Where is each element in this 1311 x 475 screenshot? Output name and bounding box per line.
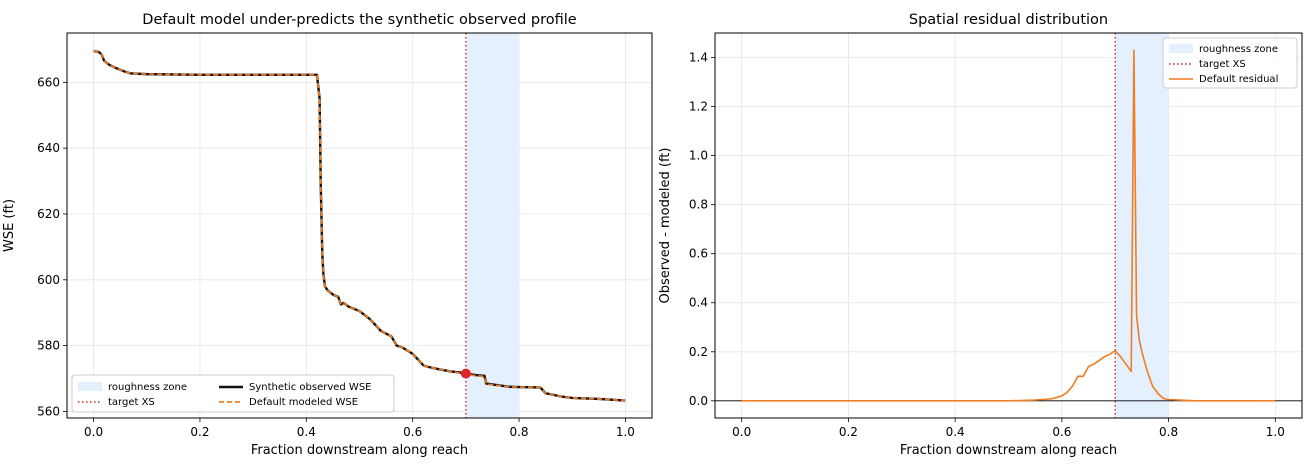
y-tick-label: 600 bbox=[37, 273, 60, 287]
x-tick-label: 0.2 bbox=[839, 425, 858, 439]
y-tick-label: 620 bbox=[37, 207, 60, 221]
y-tick-label: 560 bbox=[37, 404, 60, 418]
legend: roughness zone target XS Synthetic obser… bbox=[71, 374, 395, 413]
x-tick-label: 0.6 bbox=[1052, 425, 1071, 439]
x-axis-label: Fraction downstream along reach bbox=[900, 443, 1117, 458]
modeled-wse-line bbox=[93, 50, 626, 402]
legend-residual-label: Default residual bbox=[1199, 74, 1278, 85]
y-axis-label: WSE (ft) bbox=[2, 199, 17, 252]
wse-profile-chart: 0.0 0.2 0.4 0.6 0.8 1.0 560 580 600 620 640 660 Def… bbox=[2, 12, 653, 458]
plot-frame bbox=[66, 32, 653, 419]
legend: roughness zone target XS Default residua… bbox=[1162, 37, 1298, 89]
y-tick-label: 0.4 bbox=[689, 296, 708, 310]
legend-observed-label: Synthetic observed WSE bbox=[249, 382, 371, 393]
chart-title: Default model under-predicts the synthet… bbox=[142, 12, 576, 28]
roughness-zone bbox=[465, 33, 520, 418]
legend-target-label: target XS bbox=[108, 397, 155, 408]
y-tick-label: 0.6 bbox=[689, 247, 708, 261]
y-tick-label: 580 bbox=[37, 339, 60, 353]
y-tick-label: 1.2 bbox=[689, 100, 708, 114]
legend-modeled-label: Default modeled WSE bbox=[249, 397, 358, 408]
residual-line bbox=[741, 49, 1276, 402]
x-tick-label: 0.0 bbox=[732, 425, 751, 439]
x-tick-label: 0.0 bbox=[84, 425, 103, 439]
axis-ticks: 0.0 0.2 0.4 0.6 0.8 1.0 0.0 0.2 0.4 0.6 0.8 1.0 1.2 1… bbox=[689, 51, 1285, 439]
grid bbox=[715, 33, 1302, 418]
x-tick-label: 1.0 bbox=[616, 425, 635, 439]
chart-title: Spatial residual distribution bbox=[909, 12, 1108, 28]
x-axis-label: Fraction downstream along reach bbox=[251, 443, 468, 458]
observed-wse-line bbox=[93, 49, 626, 402]
y-axis-label: Observed - modeled (ft) bbox=[658, 148, 673, 304]
y-tick-label: 0.8 bbox=[689, 198, 708, 212]
y-tick-label: 660 bbox=[37, 75, 60, 89]
legend-roughness-label: roughness zone bbox=[1199, 44, 1278, 55]
x-tick-label: 0.8 bbox=[509, 425, 528, 439]
legend-box bbox=[71, 374, 395, 413]
x-tick-label: 0.2 bbox=[190, 425, 209, 439]
legend-roughness-label: roughness zone bbox=[108, 382, 187, 393]
legend-box bbox=[1162, 37, 1298, 89]
plot-frame bbox=[714, 32, 1303, 419]
y-tick-label: 0.2 bbox=[689, 345, 708, 359]
x-tick-label: 1.0 bbox=[1266, 425, 1285, 439]
y-tick-label: 0.0 bbox=[689, 394, 708, 408]
residual-chart: 0.0 0.2 0.4 0.6 0.8 1.0 0.0 0.2 0.4 0.6 0.8 1.0 1.2 1… bbox=[658, 12, 1303, 458]
y-tick-label: 640 bbox=[37, 141, 60, 155]
x-tick-label: 0.8 bbox=[1159, 425, 1178, 439]
x-tick-label: 0.6 bbox=[403, 425, 422, 439]
y-tick-label: 1.4 bbox=[689, 51, 708, 65]
axis-ticks: 0.0 0.2 0.4 0.6 0.8 1.0 560 580 600 620 640 660 bbox=[37, 75, 635, 439]
legend-roughness-swatch bbox=[1169, 44, 1193, 53]
legend-roughness-swatch bbox=[78, 382, 102, 391]
legend-target-label: target XS bbox=[1199, 59, 1246, 70]
y-tick-label: 1.0 bbox=[689, 149, 708, 163]
grid bbox=[67, 33, 652, 418]
x-tick-label: 0.4 bbox=[297, 425, 316, 439]
x-tick-label: 0.4 bbox=[946, 425, 965, 439]
target-point-marker bbox=[460, 368, 471, 379]
